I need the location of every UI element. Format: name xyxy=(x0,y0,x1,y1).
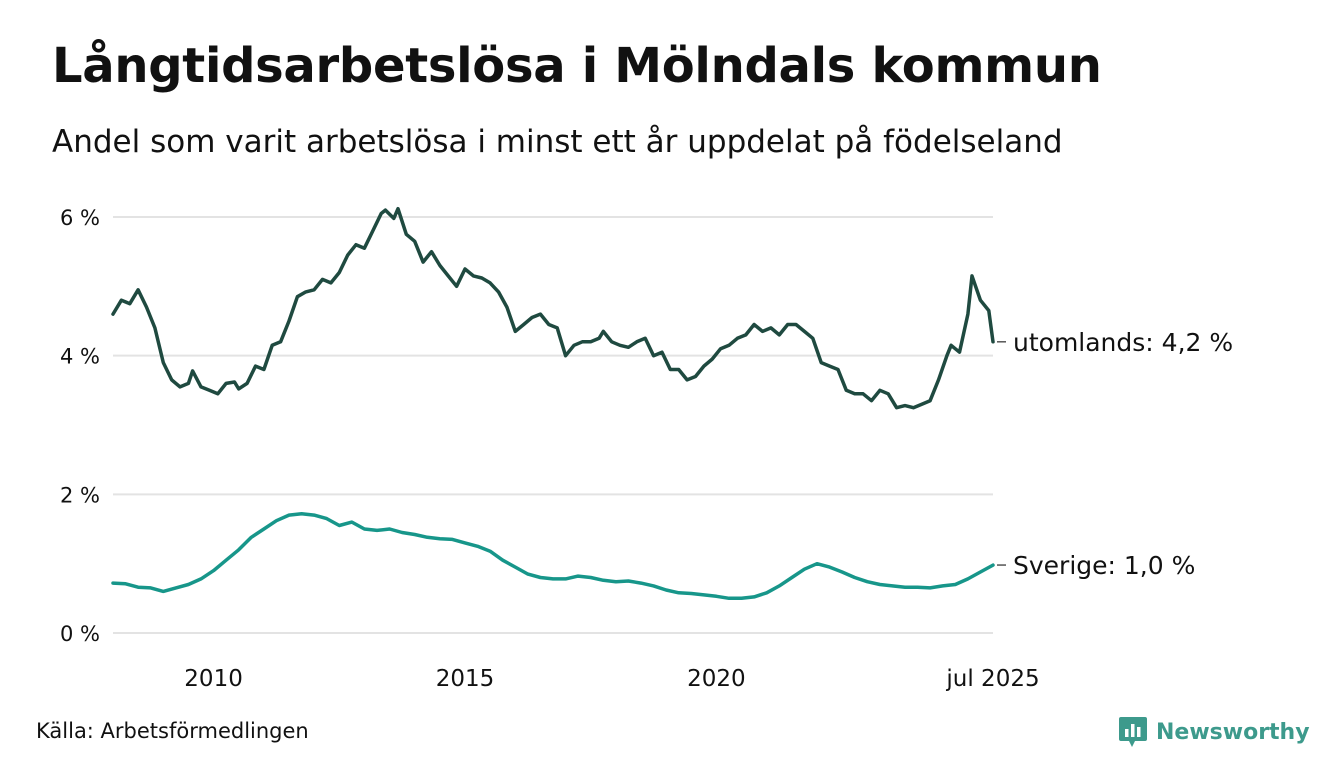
series-end-labels: utomlands: 4,2 % Sverige: 1,0 % xyxy=(997,328,1233,580)
y-tick-label: 2 % xyxy=(60,483,100,507)
gridlines xyxy=(113,216,993,634)
series-line-utomlands xyxy=(111,206,995,410)
end-label-utomlands: utomlands: 4,2 % xyxy=(1013,328,1233,357)
chart-title: Långtidsarbetslösa i Mölndals kommun xyxy=(52,38,1102,94)
x-tick-label: 2020 xyxy=(687,666,746,692)
x-tick-label: 2010 xyxy=(184,666,243,692)
y-axis-tick-labels: 0 % 2 % 4 % 6 % xyxy=(60,206,100,646)
newsworthy-logo: Newsworthy xyxy=(1118,714,1310,750)
chart-subtitle: Andel som varit arbetslösa i minst ett å… xyxy=(52,124,1063,160)
end-label-sverige: Sverige: 1,0 % xyxy=(1013,551,1195,580)
y-tick-label: 0 % xyxy=(60,622,100,646)
x-tick-label: 2015 xyxy=(436,666,495,692)
x-tick-label: jul 2025 xyxy=(945,666,1039,692)
line-chart: 0 % 2 % 4 % 6 % 2010 2015 2020 jul 2025 utomla… xyxy=(60,206,1233,692)
x-axis-tick-labels: 2010 2015 2020 jul 2025 xyxy=(184,666,1039,692)
series-line-sverige xyxy=(111,511,995,601)
y-tick-label: 6 % xyxy=(60,206,100,230)
newsworthy-logo-text: Newsworthy xyxy=(1156,719,1310,745)
newsworthy-logo-icon xyxy=(1119,717,1147,747)
series-lines xyxy=(111,206,995,601)
y-tick-label: 4 % xyxy=(60,345,100,369)
source-note: Källa: Arbetsförmedlingen xyxy=(36,719,309,743)
